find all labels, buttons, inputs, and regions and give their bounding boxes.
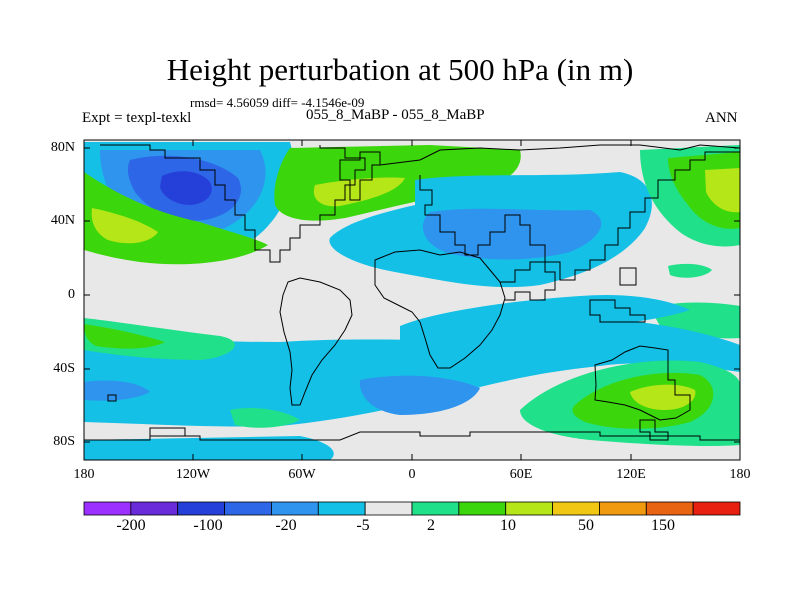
x-tick-label: 120E xyxy=(616,467,646,482)
continent-outlines xyxy=(84,144,740,441)
y-tick-label: 80N xyxy=(50,140,75,155)
colorbar-swatch xyxy=(692,501,741,516)
colorbar-swatch xyxy=(83,501,132,516)
stats-label: rmsd= 4.56059 diff= -4.1546e-09 xyxy=(190,95,365,110)
colorbar-label: 10 xyxy=(500,517,516,534)
coastline-greenland xyxy=(339,151,381,201)
colorbar-label: -20 xyxy=(275,517,297,534)
contour-blue2-south-west xyxy=(84,380,150,401)
x-tick-label: 180 xyxy=(73,467,95,482)
y-tick-label: 40N xyxy=(50,213,75,228)
colorbar-swatch xyxy=(599,501,647,516)
x-tick-label: 60E xyxy=(509,467,533,482)
coastline-australia xyxy=(594,345,691,421)
y-tick-label: 80S xyxy=(53,434,75,449)
colorbar-label: 2 xyxy=(427,517,435,534)
coastline-antarctica xyxy=(84,431,740,441)
contour-yellowgreen-southeast xyxy=(630,384,696,410)
coastline-north-america xyxy=(100,144,366,263)
contour-teal-south-small xyxy=(230,408,300,428)
x-tick-label: 0 xyxy=(408,467,416,482)
coastline-arabia-india xyxy=(500,261,556,301)
contour-blue2-eurasia xyxy=(422,208,602,260)
contour-green-south-pacific xyxy=(84,324,165,349)
x-tick-label: 120W xyxy=(175,467,211,482)
colorbar xyxy=(83,501,741,516)
coastline-new-zealand xyxy=(639,419,669,441)
contour-yellowgreen-north-atlantic xyxy=(313,177,405,207)
colorbar-swatch xyxy=(645,501,694,516)
colorbar-swatch xyxy=(130,501,179,516)
contour-field xyxy=(84,140,740,460)
colorbar-swatch xyxy=(271,501,319,516)
contour-yellowgreen-west-pacific xyxy=(91,208,158,244)
colorbar-label: 150 xyxy=(651,517,675,534)
colorbar-swatch xyxy=(224,501,272,516)
contour-yellowgreen-northeast xyxy=(705,168,740,213)
colorbar-swatch xyxy=(317,501,366,516)
colorbar-swatch xyxy=(552,501,600,516)
colorbar-swatch xyxy=(364,501,413,516)
coastline-indonesia xyxy=(589,299,646,323)
contour-blue2-south-atlantic xyxy=(359,375,480,415)
contour-blue-south-band xyxy=(84,318,740,427)
contour-teal-south-pacific xyxy=(84,318,235,360)
colorbar-label: -100 xyxy=(193,517,223,534)
contour-blue-antarctic xyxy=(84,436,334,460)
experiment-label: Expt = texpl-texkl xyxy=(82,110,192,126)
season-label: ANN xyxy=(705,110,738,126)
colorbar-swatch xyxy=(411,501,460,516)
contour-teal-small-east xyxy=(668,263,712,278)
y-tick-label: 40S xyxy=(53,361,75,376)
x-tick-label: 180 xyxy=(729,467,751,482)
colorbar-swatch xyxy=(177,501,225,516)
colorbar-swatch xyxy=(505,501,553,516)
colorbar-swatch xyxy=(458,501,507,516)
x-tick-label: 60W xyxy=(288,467,316,482)
contour-blue-south-upper xyxy=(400,294,690,341)
coastline-antarctic-peninsula xyxy=(149,427,186,437)
chart-title: Height perturbation at 500 hPa (in m) xyxy=(166,52,634,87)
coastline-small-island xyxy=(107,394,117,402)
axis-ticks xyxy=(83,140,741,460)
colorbar-label: -5 xyxy=(356,517,370,534)
coastline-south-america xyxy=(279,277,353,406)
colorbar-label: 50 xyxy=(578,517,594,534)
contour-darkblue-north-pacific xyxy=(160,171,212,205)
y-tick-label: 0 xyxy=(68,287,75,302)
colorbar-label: -200 xyxy=(116,517,146,534)
chart-subtitle: 055_8_MaBP - 055_8_MaBP xyxy=(306,107,485,123)
coastline-africa xyxy=(374,249,506,369)
coastline-japan xyxy=(619,267,637,286)
